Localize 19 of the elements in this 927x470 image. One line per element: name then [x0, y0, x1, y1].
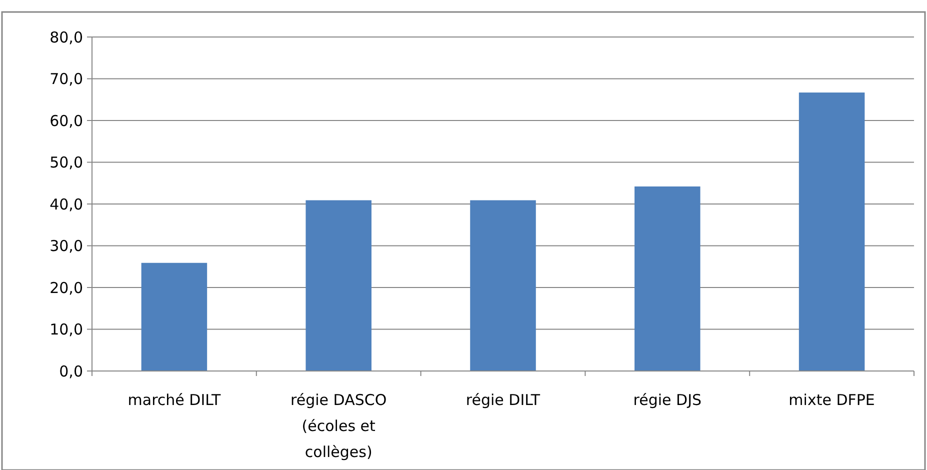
y-tick-label: 0,0: [59, 362, 83, 380]
x-tick-label: régie DJS: [633, 391, 702, 409]
y-tick-label: 50,0: [50, 154, 83, 172]
x-tick-label: régie DILT: [466, 391, 541, 409]
y-tick-label: 20,0: [50, 278, 83, 297]
y-tick-label: 70,0: [50, 70, 83, 88]
bar: [798, 92, 865, 371]
y-tick-label: 40,0: [50, 195, 83, 214]
x-tick-label: régie DASCO (écoles et collèges): [290, 391, 387, 461]
bar: [634, 186, 700, 371]
x-tick-label: marché DILT: [128, 391, 222, 409]
y-tick-label: 80,0: [50, 28, 83, 46]
bar: [470, 200, 536, 371]
y-tick-label: 60,0: [50, 112, 83, 130]
x-tick-label: mixte DFPE: [788, 391, 875, 409]
bar: [141, 262, 208, 371]
y-tick-label: 30,0: [50, 237, 83, 255]
y-tick-label: 10,0: [50, 320, 83, 338]
bar: [306, 200, 372, 371]
